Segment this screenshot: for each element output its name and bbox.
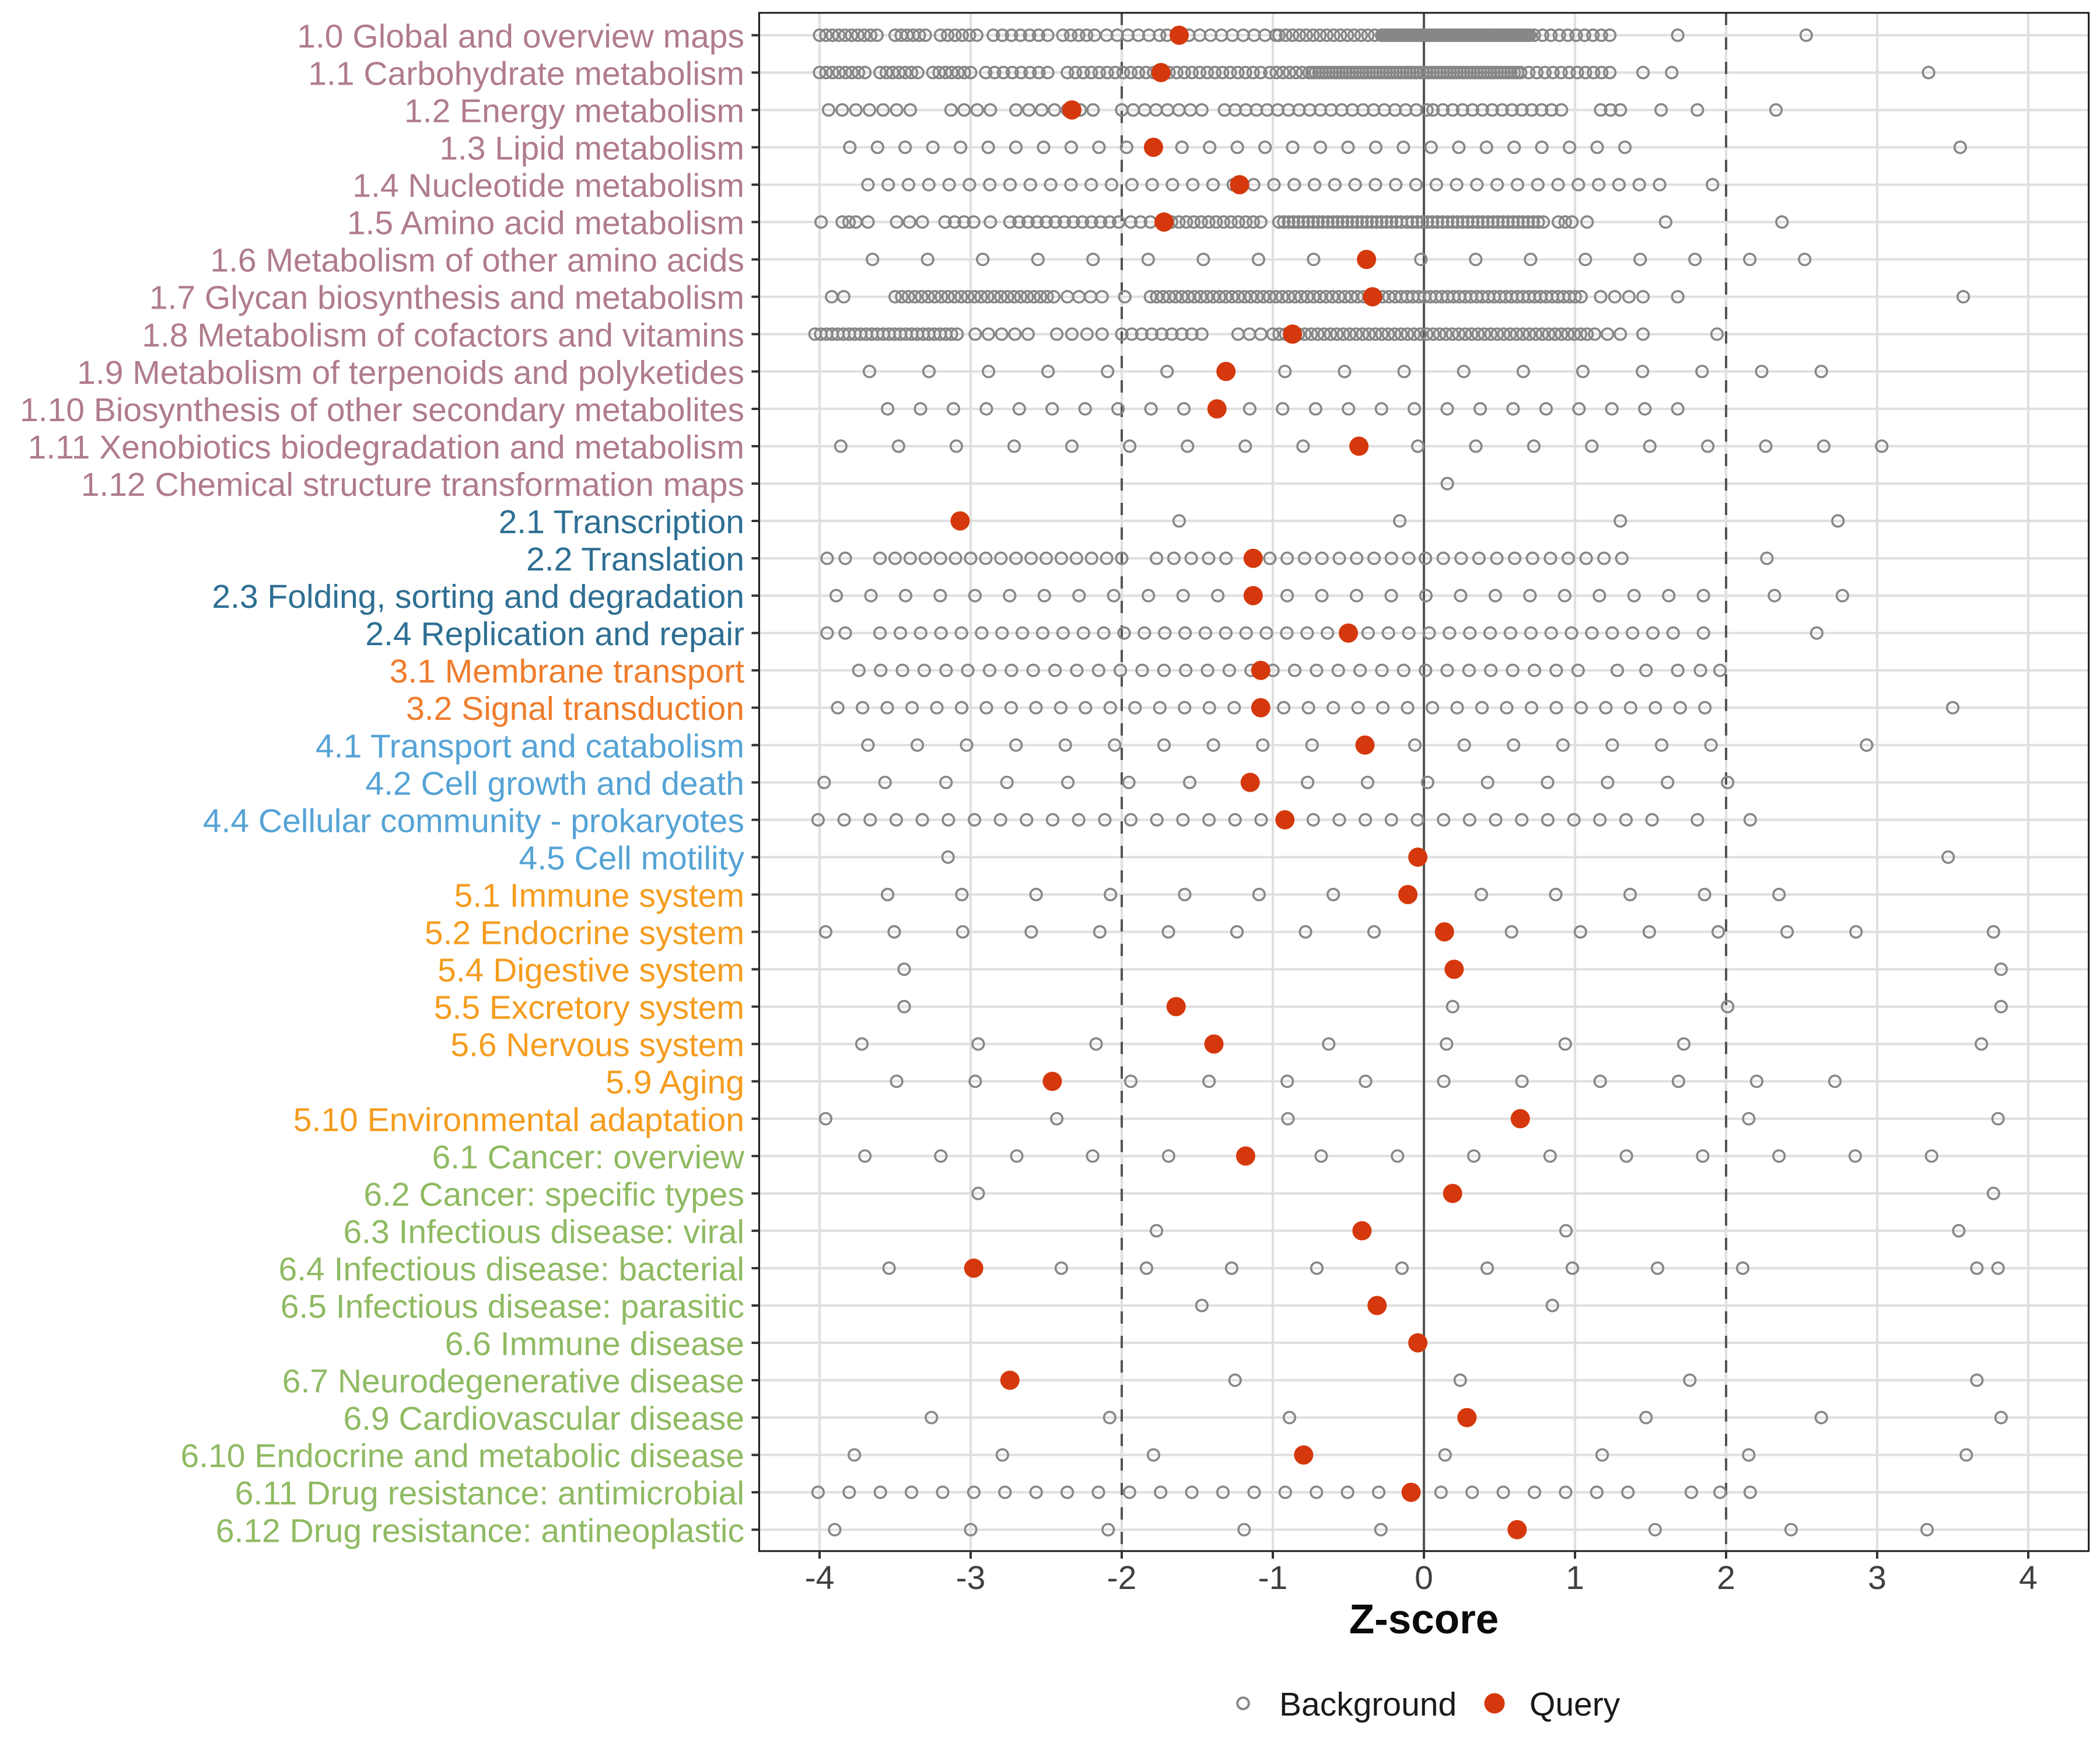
svg-text:6.4 Infectious disease: bacter: 6.4 Infectious disease: bacterial <box>279 1251 744 1288</box>
svg-text:1: 1 <box>1566 1559 1584 1597</box>
svg-text:3.1 Membrane transport: 3.1 Membrane transport <box>390 653 744 690</box>
svg-text:2.2 Translation: 2.2 Translation <box>526 541 744 578</box>
svg-text:6.5 Infectious disease: parasi: 6.5 Infectious disease: parasitic <box>281 1288 744 1325</box>
svg-text:1.8 Metabolism of cofactors an: 1.8 Metabolism of cofactors and vitamins <box>142 317 744 354</box>
svg-text:1.3 Lipid metabolism: 1.3 Lipid metabolism <box>439 130 744 167</box>
svg-text:4.5 Cell motility: 4.5 Cell motility <box>519 839 745 877</box>
svg-text:2: 2 <box>1717 1559 1735 1597</box>
svg-text:5.5 Excretory system: 5.5 Excretory system <box>434 989 744 1027</box>
svg-text:5.4 Digestive system: 5.4 Digestive system <box>438 952 744 989</box>
svg-text:4.2 Cell growth and death: 4.2 Cell growth and death <box>365 765 744 802</box>
svg-text:5.10 Environmental adaptation: 5.10 Environmental adaptation <box>293 1101 744 1139</box>
svg-text:6.6 Immune disease: 6.6 Immune disease <box>445 1325 744 1363</box>
svg-text:2.1 Transcription: 2.1 Transcription <box>499 503 744 541</box>
svg-text:3.2 Signal transduction: 3.2 Signal transduction <box>406 690 744 727</box>
svg-text:-4: -4 <box>805 1559 835 1597</box>
svg-text:1.11 Xenobiotics biodegradatio: 1.11 Xenobiotics biodegradation and meta… <box>28 429 744 466</box>
svg-text:4.4 Cellular community - proka: 4.4 Cellular community - prokaryotes <box>203 802 744 839</box>
svg-text:2.3 Folding, sorting and degra: 2.3 Folding, sorting and degradation <box>212 578 744 615</box>
svg-text:3: 3 <box>1868 1559 1887 1597</box>
svg-text:6.11 Drug resistance: antimicr: 6.11 Drug resistance: antimicrobial <box>235 1475 744 1512</box>
svg-text:-2: -2 <box>1107 1559 1137 1597</box>
svg-text:4: 4 <box>2019 1559 2038 1597</box>
svg-text:4.1 Transport and catabolism: 4.1 Transport and catabolism <box>316 727 744 765</box>
svg-text:1.6 Metabolism of other amino: 1.6 Metabolism of other amino acids <box>210 242 744 279</box>
svg-text:2.4 Replication and repair: 2.4 Replication and repair <box>365 615 744 653</box>
svg-text:5.6 Nervous system: 5.6 Nervous system <box>450 1027 744 1064</box>
svg-text:6.10 Endocrine and metabolic d: 6.10 Endocrine and metabolic disease <box>181 1437 744 1475</box>
svg-text:6.1 Cancer: overview: 6.1 Cancer: overview <box>432 1139 745 1176</box>
svg-text:1.1 Carbohydrate metabolism: 1.1 Carbohydrate metabolism <box>308 55 744 92</box>
svg-text:1.5 Amino acid metabolism: 1.5 Amino acid metabolism <box>347 205 744 242</box>
svg-text:6.12 Drug resistance: antineop: 6.12 Drug resistance: antineoplastic <box>216 1512 744 1549</box>
svg-text:1.9 Metabolism of terpenoids a: 1.9 Metabolism of terpenoids and polyket… <box>77 354 744 391</box>
svg-text:1.12 Chemical structure transf: 1.12 Chemical structure transformation m… <box>81 466 744 503</box>
svg-text:5.9 Aging: 5.9 Aging <box>606 1064 744 1101</box>
svg-text:5.2 Endocrine system: 5.2 Endocrine system <box>425 915 744 952</box>
svg-text:1.4 Nucleotide metabolism: 1.4 Nucleotide metabolism <box>352 167 744 205</box>
svg-text:0: 0 <box>1415 1559 1433 1597</box>
svg-text:1.2 Energy metabolism: 1.2 Energy metabolism <box>404 93 744 130</box>
svg-text:6.3 Infectious disease: viral: 6.3 Infectious disease: viral <box>343 1213 744 1251</box>
svg-text:1.0 Global and overview maps: 1.0 Global and overview maps <box>297 18 744 55</box>
svg-text:Query: Query <box>1530 1686 1620 1723</box>
svg-text:6.2 Cancer: specific types: 6.2 Cancer: specific types <box>363 1176 744 1213</box>
svg-text:1.7 Glycan biosynthesis and me: 1.7 Glycan biosynthesis and metabolism <box>149 279 744 317</box>
svg-text:Background: Background <box>1279 1686 1457 1723</box>
svg-text:1.10 Biosynthesis of other sec: 1.10 Biosynthesis of other secondary met… <box>20 391 744 429</box>
svg-text:6.9 Cardiovascular disease: 6.9 Cardiovascular disease <box>343 1400 744 1437</box>
svg-text:5.1 Immune system: 5.1 Immune system <box>454 877 744 915</box>
svg-text:6.7 Neurodegenerative disease: 6.7 Neurodegenerative disease <box>282 1363 744 1400</box>
svg-text:Z-score: Z-score <box>1349 1597 1499 1643</box>
svg-text:-3: -3 <box>956 1559 986 1597</box>
svg-text:-1: -1 <box>1258 1559 1288 1597</box>
